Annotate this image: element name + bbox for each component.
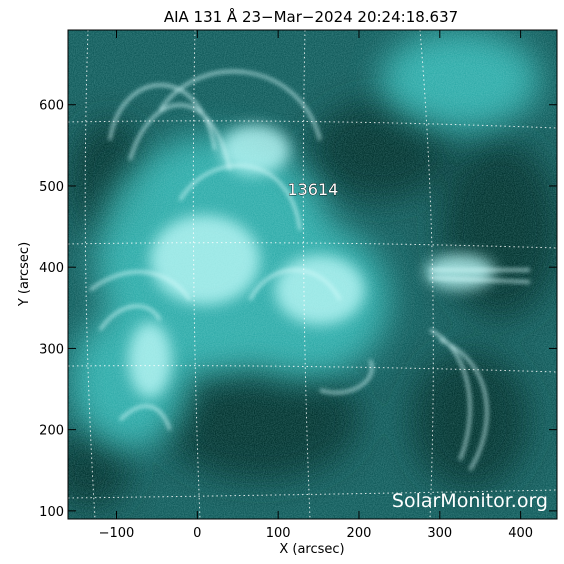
plot-frame: [67, 29, 558, 520]
y-tick-label: 600: [39, 99, 64, 114]
x-tick-label: 100: [266, 526, 291, 541]
y-tick-label: 500: [39, 180, 64, 195]
y-tick-label: 200: [39, 424, 64, 439]
y-tick-label: 100: [39, 505, 64, 520]
y-tick-label: 300: [39, 342, 64, 357]
figure-title: AIA 131 Å 23−Mar−2024 20:24:18.637: [164, 7, 458, 26]
y-axis: 100 200 300 400 500 600: [39, 99, 557, 520]
y-tick-label: 400: [39, 261, 64, 276]
x-tick-label: 200: [347, 526, 372, 541]
x-tick-label: 400: [508, 526, 533, 541]
x-tick-label: 300: [427, 526, 452, 541]
watermark: SolarMonitor.org: [392, 490, 548, 512]
x-axis: −100 0 100 200 300 400: [99, 30, 533, 541]
active-region-label: 13614: [287, 180, 338, 199]
x-tick-label: 0: [193, 526, 201, 541]
y-axis-label: Y (arcsec): [17, 242, 32, 307]
x-tick-label: −100: [99, 526, 135, 541]
x-axis-label: X (arcsec): [279, 542, 344, 557]
solar-image: [68, 30, 557, 519]
